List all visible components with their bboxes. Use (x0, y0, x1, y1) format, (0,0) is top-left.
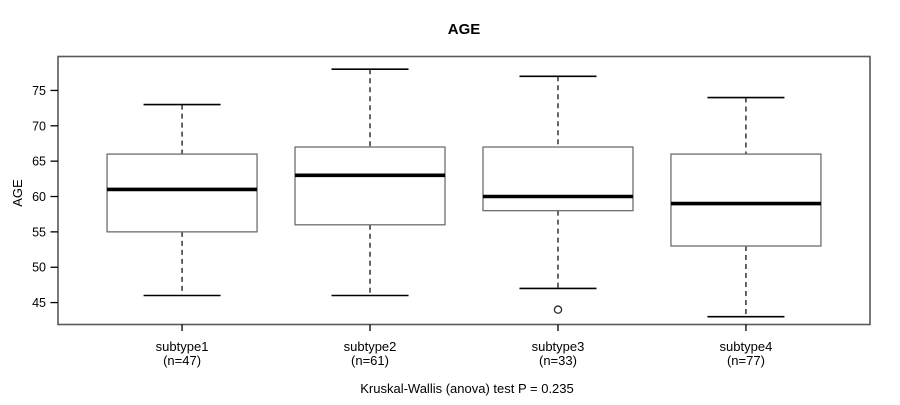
boxplot-subtype2 (294, 68, 446, 297)
x-category-label: subtype2 (344, 339, 397, 354)
iqr-box (294, 146, 446, 226)
boxplot-subtype3 (482, 75, 634, 314)
y-tick-label: 55 (32, 225, 46, 239)
x-category-label: subtype1 (156, 339, 209, 354)
y-tick-label: 60 (32, 190, 46, 204)
x-axis: subtype1(n=47) subtype2(n=61) subtype3(n=3… (156, 324, 773, 368)
y-tick-label: 45 (32, 296, 46, 310)
plot-frame (57, 55, 871, 326)
boxplot-subtype1 (106, 103, 258, 297)
y-tick-label: 50 (32, 261, 46, 275)
x-category-label: subtype3 (532, 339, 585, 354)
x-n-label: (n=77) (727, 353, 765, 368)
test-annotation: Kruskal-Wallis (anova) test P = 0.235 (360, 381, 574, 396)
iqr-box (106, 153, 258, 233)
x-category-label: subtype4 (720, 339, 773, 354)
y-axis: 45 50 55 60 65 70 75 (32, 84, 58, 310)
x-n-label: (n=47) (163, 353, 201, 368)
iqr-box (670, 153, 822, 247)
outlier-point (553, 305, 563, 314)
y-tick-label: 70 (32, 119, 46, 133)
y-axis-title: AGE (10, 179, 25, 207)
chart-title: AGE (448, 21, 481, 38)
boxplots (106, 68, 822, 318)
boxplot-subtype4 (670, 96, 822, 318)
x-n-label: (n=61) (351, 353, 389, 368)
y-tick-label: 65 (32, 155, 46, 169)
y-tick-label: 75 (32, 84, 46, 98)
x-n-label: (n=33) (539, 353, 577, 368)
iqr-box (482, 146, 634, 212)
